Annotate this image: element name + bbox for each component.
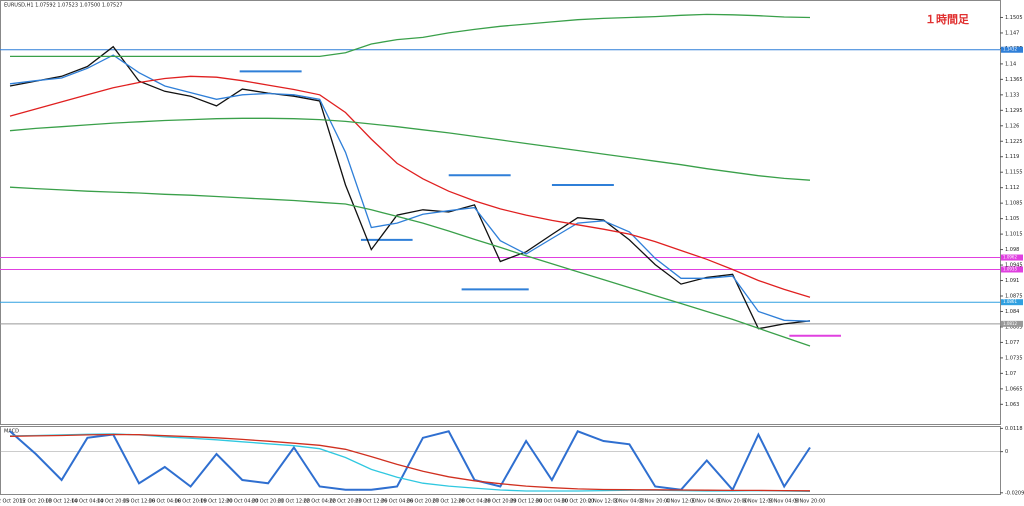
y-tick-label: 1.07 [1005,371,1016,377]
x-tick-label: 3 Nov 20:00 [640,499,671,505]
x-tick-label: 22 Oct 04:00 [303,499,336,505]
level-label: 1.0935 [1003,266,1017,271]
x-tick-label: 5 Nov 04:00 [692,499,723,505]
y-tick-label: 1.1365 [1005,77,1023,83]
level-label: 1.0812 [1003,321,1017,326]
x-tick-label: 14 Oct 04:00 [71,499,104,505]
x-tick-label: 14 Oct 20:00 [97,499,130,505]
y-tick-label: 1.1295 [1005,108,1023,114]
y-tick-label: 1.126 [1005,123,1019,129]
y-tick-label: 1.119 [1005,154,1019,160]
x-tick-label: 13 Oct 12:00 [45,499,78,505]
y-tick-label: 1.091 [1005,278,1019,284]
y-tick-label: 1.084 [1005,309,1019,315]
x-tick-label: 16 Oct 04:00 [149,499,182,505]
x-tick-label: 15 Oct 12:00 [123,499,156,505]
y-tick-label: 1.0735 [1005,355,1023,361]
x-tick-label: 20 Oct 04:00 [226,499,259,505]
x-tick-label: 22 Oct 20:00 [329,499,362,505]
y-tick-label: 1.1085 [1005,201,1023,207]
x-tick-label: 29 Oct 12:00 [510,499,543,505]
price-panel [0,0,1001,425]
y-tick-label: 1.0875 [1005,294,1023,300]
y-tick-label: 1.1155 [1005,170,1023,176]
level-label: 1.0861 [1003,299,1017,304]
annotation: １時間足 [925,12,970,26]
x-tick-label: 23 Oct 12:00 [355,499,388,505]
x-tick-label: 27 Oct 12:00 [432,499,465,505]
x-tick-label: 5 Nov 20:00 [717,499,748,505]
y-tick-label: 1.1225 [1005,139,1023,145]
x-tick-label: 19 Oct 12:00 [200,499,233,505]
y-tick-label: 1.14 [1005,61,1016,67]
y-tick-label: 1.063 [1005,402,1019,408]
series-line [10,13,811,58]
y-tick-label: 0.0118 [1005,426,1023,432]
macd-panel [0,426,1001,495]
level-tag [1001,320,1023,327]
x-tick-label: 6 Nov 12:00 [743,499,774,505]
x-tick-label: 21 Oct 12:00 [278,499,311,505]
y-tick-label: 1.0665 [1005,386,1023,392]
y-tick-label: 1.0945 [1005,263,1023,269]
series-line [9,75,811,298]
x-tick-label: 16 Oct 20:00 [174,499,207,505]
x-tick-label: 20 Oct 20:00 [252,499,285,505]
y-tick-label: 1.0805 [1005,324,1023,330]
x-tick-label: 4 Nov 12:00 [666,499,697,505]
y-tick-label: 1.1505 [1005,15,1023,21]
y-tick-label: 1.077 [1005,340,1019,346]
y-tick-label: -0.0209 [1005,490,1024,496]
x-tick-label: 26 Oct 04:00 [381,499,414,505]
x-tick-label: 9 Nov 20:00 [795,499,826,505]
level-tag [1001,46,1023,53]
series-line [9,433,811,492]
y-tick-label: 1.112 [1005,185,1019,191]
series-line [9,186,811,347]
x-tick-label: 30 Oct 04:00 [536,499,569,505]
y-tick-label: 1.1015 [1005,232,1023,238]
y-tick-label: 1.133 [1005,92,1019,98]
y-tick-label: 1.098 [1005,247,1019,253]
series-line [9,117,811,181]
level-tag [1001,299,1023,306]
x-tick-label: 9 Nov 04:00 [769,499,800,505]
series-line [9,430,811,492]
x-tick-label: 12 Oct 2015 [0,499,25,505]
level-label: 1.1432 [1003,47,1017,52]
level-tag [1001,254,1023,261]
x-tick-label: 2 Nov 12:00 [588,499,619,505]
x-tick-label: 12 Oct 20:00 [20,499,53,505]
x-tick-label: 30 Oct 20:00 [561,499,594,505]
series-line [9,45,811,330]
y-tick-label: 1.105 [1005,216,1019,222]
chart-title: EURUSD,H1 1.07592 1.07523 1.07500 1.0752… [4,3,123,9]
y-tick-label: 0 [1005,449,1008,455]
level-label: 1.0962 [1003,255,1017,260]
level-tag [1001,266,1023,273]
x-tick-label: 28 Oct 20:00 [484,499,517,505]
y-tick-label: 1.147 [1005,30,1019,36]
x-tick-label: 3 Nov 04:00 [614,499,645,505]
x-tick-label: 28 Oct 04:00 [458,499,491,505]
x-tick-label: 26 Oct 20:00 [407,499,440,505]
series-line [9,54,811,322]
